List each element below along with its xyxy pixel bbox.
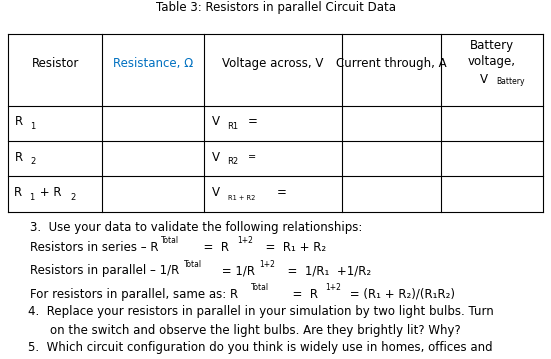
Text: = 1/R: = 1/R <box>218 265 255 278</box>
Text: Table 3: Resistors in parallel Circuit Data: Table 3: Resistors in parallel Circuit D… <box>155 1 396 14</box>
Text: 1: 1 <box>30 122 36 131</box>
Text: Resistors in series – R: Resistors in series – R <box>30 241 159 254</box>
Text: R1 + R2: R1 + R2 <box>228 195 255 201</box>
Text: + R: + R <box>36 186 61 199</box>
Text: =  R₁ + R₂: = R₁ + R₂ <box>258 241 326 254</box>
Text: 4.  Replace your resistors in parallel in your simulation by two light bulbs. Tu: 4. Replace your resistors in parallel in… <box>28 305 493 318</box>
Text: on the switch and observe the light bulbs. Are they brightly lit? Why?: on the switch and observe the light bulb… <box>50 325 460 337</box>
Text: V: V <box>212 186 220 199</box>
Text: Voltage across, V: Voltage across, V <box>222 57 323 70</box>
Text: 1: 1 <box>29 193 35 202</box>
Text: 1+2: 1+2 <box>237 236 253 245</box>
Text: R: R <box>15 115 23 128</box>
Text: 3.  Use your data to validate the following relationships:: 3. Use your data to validate the followi… <box>30 221 363 234</box>
Text: =: = <box>248 152 256 162</box>
Text: Battery: Battery <box>496 78 525 87</box>
Text: Total: Total <box>161 236 180 245</box>
Text: =  R: = R <box>196 241 229 254</box>
Text: Total: Total <box>183 260 202 269</box>
Text: R2: R2 <box>228 157 239 166</box>
Text: 2: 2 <box>30 157 36 166</box>
Text: R: R <box>14 186 22 199</box>
Text: =  R: = R <box>285 288 318 301</box>
Text: V: V <box>212 150 220 164</box>
Text: =  1/R₁  +1/R₂: = 1/R₁ +1/R₂ <box>280 265 371 278</box>
Text: 1+2: 1+2 <box>259 260 275 269</box>
Text: For resistors in parallel, same as: R: For resistors in parallel, same as: R <box>30 288 239 301</box>
Text: Total: Total <box>251 283 269 292</box>
Text: voltage,: voltage, <box>468 55 516 68</box>
Text: =: = <box>277 186 287 199</box>
Text: V: V <box>479 73 488 86</box>
Text: Resistance, Ω: Resistance, Ω <box>113 57 193 70</box>
Text: 1+2: 1+2 <box>325 283 341 292</box>
Text: Resistors in parallel – 1/R: Resistors in parallel – 1/R <box>30 265 180 278</box>
Text: Resistor: Resistor <box>31 57 79 70</box>
Text: V: V <box>212 115 220 128</box>
Text: Current through, A: Current through, A <box>336 57 446 70</box>
Text: =: = <box>248 115 258 128</box>
Text: Battery: Battery <box>469 39 514 52</box>
Text: 5.  Which circuit configuration do you think is widely use in homes, offices and: 5. Which circuit configuration do you th… <box>28 341 492 354</box>
Text: = (R₁ + R₂)/(R₁R₂): = (R₁ + R₂)/(R₁R₂) <box>346 288 455 301</box>
Text: R1: R1 <box>228 122 239 131</box>
Text: 2: 2 <box>70 193 75 202</box>
Text: R: R <box>15 150 23 164</box>
